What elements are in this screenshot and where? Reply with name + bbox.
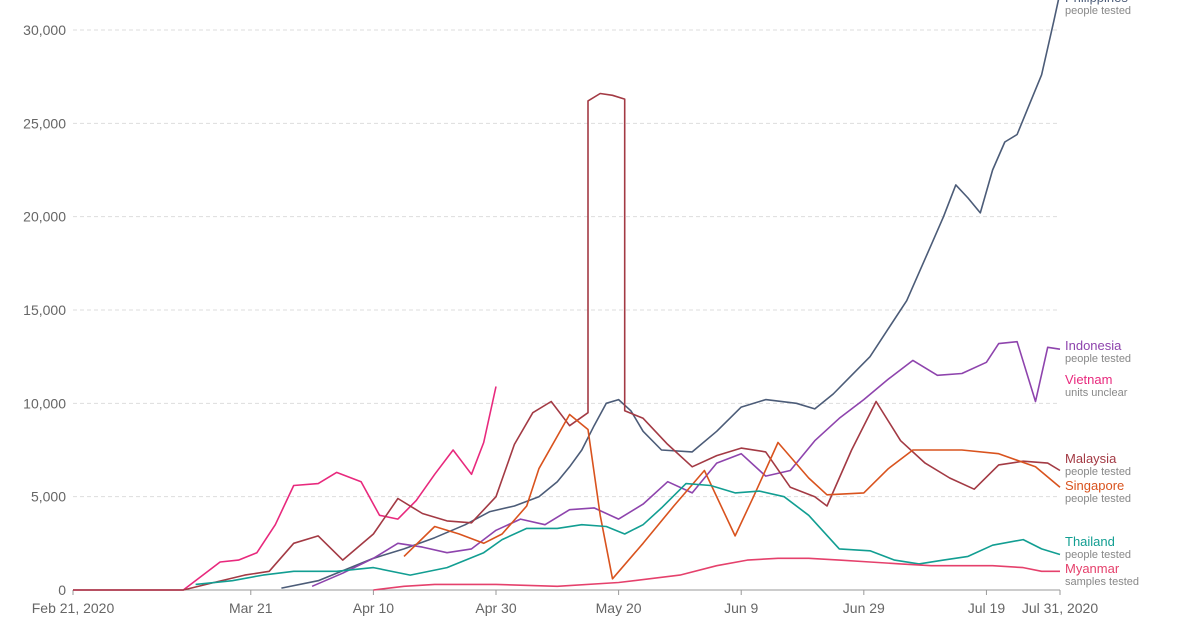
series-name: Indonesia xyxy=(1065,338,1122,353)
series-unit: people tested xyxy=(1065,549,1131,561)
y-tick-label: 10,000 xyxy=(23,395,66,411)
series-name: Malaysia xyxy=(1065,451,1117,466)
series-lines xyxy=(73,0,1061,591)
series-unit: people tested xyxy=(1065,493,1131,505)
series-line-malaysia xyxy=(73,92,1061,591)
x-tick-label: Mar 21 xyxy=(229,600,273,616)
y-tick-label: 5,000 xyxy=(31,489,66,505)
series-name: Vietnam xyxy=(1065,372,1112,387)
x-tick-label: Jun 9 xyxy=(724,600,758,616)
series-label-philippines: Philippinespeople tested xyxy=(1065,0,1131,17)
series-labels: Philippinespeople testedIndonesiapeople … xyxy=(1065,0,1139,588)
y-tick-label: 20,000 xyxy=(23,209,66,225)
x-tick-label: Feb 21, 2020 xyxy=(32,600,115,616)
series-unit: people tested xyxy=(1065,5,1131,17)
series-unit: people tested xyxy=(1065,353,1131,365)
gridlines xyxy=(73,29,1060,591)
x-tick-label: Jul 19 xyxy=(968,600,1006,616)
series-line-philippines xyxy=(281,0,1060,589)
series-line-singapore xyxy=(403,413,1061,580)
x-tick-label: Jul 31, 2020 xyxy=(1022,600,1098,616)
y-tick-label: 15,000 xyxy=(23,302,66,318)
y-tick-label: 30,000 xyxy=(23,22,66,38)
x-tick-label: Apr 10 xyxy=(353,600,394,616)
x-axis-ticks: Feb 21, 2020 Mar 21 Apr 10 Apr 30 May 20 Jun … xyxy=(32,590,1098,616)
series-unit: units unclear xyxy=(1065,387,1128,399)
series-line-myanmar xyxy=(373,557,1060,591)
series-line-indonesia xyxy=(311,340,1061,588)
series-name: Singapore xyxy=(1065,478,1124,493)
series-line-thailand xyxy=(195,482,1061,586)
series-name: Thailand xyxy=(1065,534,1115,549)
series-unit: samples tested xyxy=(1065,576,1139,588)
series-name: Myanmar xyxy=(1065,561,1120,576)
y-axis-ticks: 0 5,000 10,000 15,000 20,000 25,000 30,000 xyxy=(23,22,66,598)
x-tick-label: May 20 xyxy=(596,600,642,616)
x-tick-label: Apr 30 xyxy=(475,600,516,616)
y-tick-label: 0 xyxy=(58,582,66,598)
y-tick-label: 25,000 xyxy=(23,115,66,131)
series-unit: people tested xyxy=(1065,466,1131,478)
series-name: Philippines xyxy=(1065,0,1128,5)
series-line-vietnam xyxy=(73,386,497,591)
x-tick-label: Jun 29 xyxy=(843,600,885,616)
